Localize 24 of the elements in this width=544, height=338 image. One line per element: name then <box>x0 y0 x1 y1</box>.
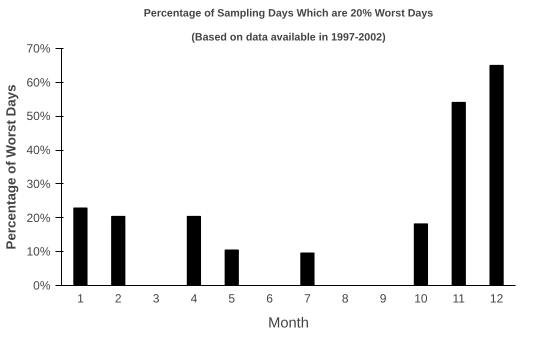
y-tick-label: 50% <box>26 109 51 124</box>
x-tick-label: 11 <box>452 292 466 306</box>
x-axis-title: Month <box>268 316 309 332</box>
x-tick-label: 5 <box>228 292 236 306</box>
x-tick-label: 9 <box>380 292 387 306</box>
chart-title: Percentage of Sampling Days Which are 20% Worst Days <box>144 8 434 20</box>
x-tick-label: 10 <box>414 292 428 306</box>
x-tick-label: 1 <box>77 292 84 306</box>
x-tick-label: 12 <box>490 292 504 306</box>
x-tick-label: 8 <box>342 292 349 306</box>
chart-subtitle: (Based on data available in 1997-2002) <box>191 32 386 44</box>
y-tick-label: 70% <box>26 42 51 56</box>
y-axis-title: Percentage of Worst Days <box>3 84 18 250</box>
x-tick-label: 6 <box>266 292 274 306</box>
y-tick-label: 20% <box>26 210 51 225</box>
y-tick-label: 60% <box>26 75 51 90</box>
y-tick-label: 10% <box>26 244 51 259</box>
x-tick-label: 2 <box>114 292 122 306</box>
x-tick-label: 3 <box>152 292 160 306</box>
y-tick-label: 30% <box>26 176 51 191</box>
x-tick-label: 4 <box>190 292 198 306</box>
x-tick-label: 7 <box>304 292 312 306</box>
y-tick-label: 40% <box>26 143 51 158</box>
y-tick-label: 0% <box>33 278 51 292</box>
